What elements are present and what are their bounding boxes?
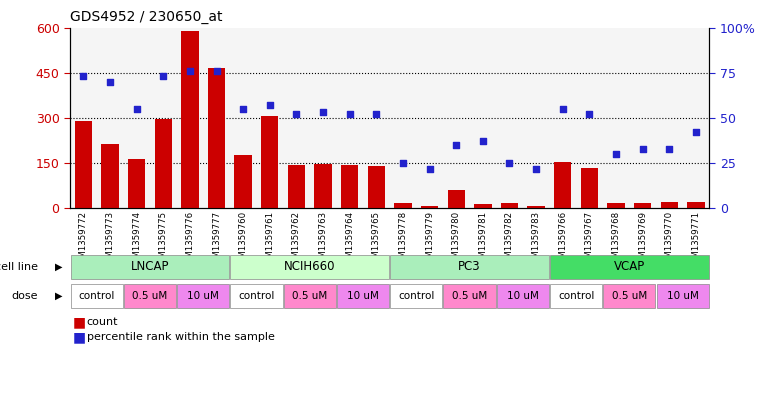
- Point: [689, 129, 702, 136]
- Bar: [550, 283, 602, 308]
- Bar: [368, 166, 385, 208]
- Bar: [208, 68, 225, 208]
- Bar: [550, 255, 708, 279]
- Point: [370, 111, 382, 118]
- Bar: [581, 168, 598, 208]
- Text: 10 uM: 10 uM: [507, 290, 539, 301]
- Text: ■: ■: [73, 315, 86, 329]
- Point: [610, 151, 622, 157]
- Bar: [341, 165, 358, 208]
- Bar: [394, 203, 412, 208]
- Point: [130, 106, 142, 112]
- Point: [397, 160, 409, 166]
- Point: [504, 160, 516, 166]
- Bar: [234, 155, 252, 208]
- Bar: [284, 283, 336, 308]
- Text: PC3: PC3: [458, 260, 481, 274]
- Point: [237, 106, 250, 112]
- Text: 0.5 uM: 0.5 uM: [292, 290, 327, 301]
- Text: control: control: [398, 290, 435, 301]
- Bar: [447, 190, 465, 208]
- Bar: [497, 283, 549, 308]
- Text: 0.5 uM: 0.5 uM: [452, 290, 487, 301]
- Point: [530, 165, 542, 172]
- Bar: [288, 165, 305, 208]
- Text: ▶: ▶: [55, 290, 62, 301]
- Point: [184, 68, 196, 74]
- Bar: [634, 203, 651, 208]
- Text: dose: dose: [11, 290, 38, 301]
- Bar: [501, 203, 518, 208]
- Text: control: control: [238, 290, 275, 301]
- Bar: [154, 119, 172, 208]
- Point: [636, 145, 648, 152]
- Text: LNCAP: LNCAP: [131, 260, 169, 274]
- Point: [78, 73, 90, 79]
- Bar: [177, 283, 229, 308]
- Bar: [101, 143, 119, 208]
- Point: [290, 111, 302, 118]
- Bar: [314, 164, 332, 208]
- Point: [663, 145, 675, 152]
- Bar: [128, 158, 145, 208]
- Text: 10 uM: 10 uM: [667, 290, 699, 301]
- Bar: [181, 31, 199, 208]
- Bar: [603, 283, 655, 308]
- Text: VCAP: VCAP: [613, 260, 645, 274]
- Text: 0.5 uM: 0.5 uM: [612, 290, 647, 301]
- Bar: [390, 255, 549, 279]
- Point: [451, 142, 463, 148]
- Bar: [390, 283, 442, 308]
- Point: [583, 111, 595, 118]
- Text: cell line: cell line: [0, 262, 38, 272]
- Text: percentile rank within the sample: percentile rank within the sample: [87, 332, 275, 342]
- Text: 0.5 uM: 0.5 uM: [132, 290, 167, 301]
- Bar: [71, 283, 123, 308]
- Bar: [124, 283, 176, 308]
- Text: ▶: ▶: [55, 262, 62, 272]
- Point: [423, 165, 435, 172]
- Text: NCIH660: NCIH660: [284, 260, 336, 274]
- Text: 10 uM: 10 uM: [347, 290, 379, 301]
- Bar: [75, 121, 92, 208]
- Text: ■: ■: [73, 330, 86, 344]
- Point: [343, 111, 355, 118]
- Bar: [261, 116, 279, 208]
- Point: [103, 79, 116, 85]
- Bar: [231, 255, 389, 279]
- Text: GDS4952 / 230650_at: GDS4952 / 230650_at: [70, 10, 222, 24]
- Text: 10 uM: 10 uM: [187, 290, 219, 301]
- Text: control: control: [558, 290, 594, 301]
- Text: count: count: [87, 317, 118, 327]
- Bar: [231, 283, 282, 308]
- Bar: [607, 203, 625, 208]
- Point: [263, 102, 275, 108]
- Bar: [337, 283, 389, 308]
- Bar: [661, 202, 678, 208]
- Point: [556, 106, 568, 112]
- Bar: [554, 162, 572, 208]
- Bar: [444, 283, 495, 308]
- Bar: [421, 206, 438, 208]
- Point: [317, 109, 329, 116]
- Point: [210, 68, 222, 74]
- Point: [157, 73, 169, 79]
- Bar: [687, 202, 705, 208]
- Bar: [527, 206, 545, 208]
- Bar: [71, 255, 229, 279]
- Bar: [657, 283, 708, 308]
- Text: control: control: [78, 290, 115, 301]
- Bar: [474, 204, 492, 208]
- Point: [476, 138, 489, 145]
